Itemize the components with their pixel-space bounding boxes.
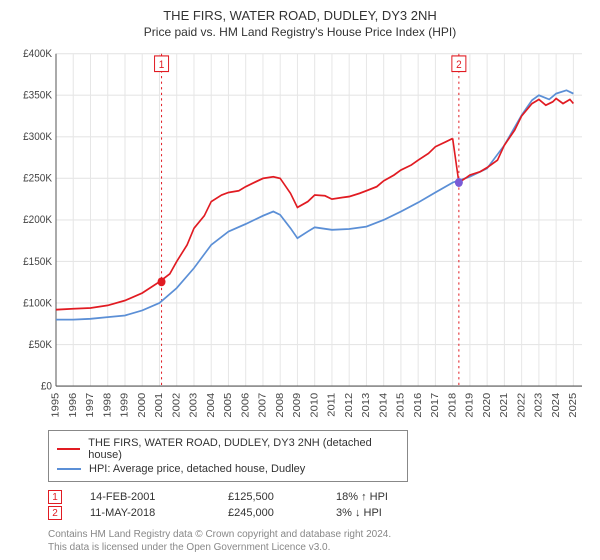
- svg-text:2024: 2024: [550, 393, 561, 418]
- svg-text:1997: 1997: [85, 393, 96, 418]
- svg-text:2008: 2008: [274, 393, 285, 418]
- svg-text:1996: 1996: [67, 393, 78, 418]
- svg-text:1: 1: [159, 59, 165, 72]
- legend-swatch: [57, 448, 80, 450]
- marker-price: £125,500: [228, 491, 308, 503]
- svg-text:2016: 2016: [412, 393, 423, 418]
- marker-badge: 1: [48, 490, 62, 504]
- svg-text:1999: 1999: [119, 393, 130, 418]
- legend-item: HPI: Average price, detached house, Dudl…: [57, 463, 399, 475]
- svg-text:£150K: £150K: [23, 255, 52, 268]
- svg-text:£250K: £250K: [23, 172, 52, 185]
- chart-subtitle: Price paid vs. HM Land Registry's House …: [10, 25, 590, 39]
- marker-row: 1 14-FEB-2001 £125,500 18% ↑ HPI: [48, 490, 590, 504]
- svg-text:2007: 2007: [257, 393, 268, 418]
- chart-svg: £0 £50K £100K £150K £200K £250K £300K £350K £400…: [10, 47, 590, 424]
- svg-text:£300K: £300K: [23, 131, 52, 144]
- svg-text:2011: 2011: [326, 393, 337, 417]
- marker-date: 14-FEB-2001: [90, 491, 200, 503]
- legend-label: THE FIRS, WATER ROAD, DUDLEY, DY3 2NH (d…: [88, 437, 399, 461]
- svg-text:£100K: £100K: [23, 297, 52, 310]
- marker-hpi: 18% ↑ HPI: [336, 491, 426, 503]
- svg-text:2019: 2019: [464, 393, 475, 418]
- svg-text:£350K: £350K: [23, 89, 52, 102]
- svg-text:2: 2: [456, 59, 462, 72]
- svg-text:2020: 2020: [481, 393, 492, 418]
- legend-item: THE FIRS, WATER ROAD, DUDLEY, DY3 2NH (d…: [57, 437, 399, 461]
- footer-line: Contains HM Land Registry data © Crown c…: [48, 528, 590, 541]
- svg-text:2004: 2004: [205, 393, 216, 418]
- svg-text:2001: 2001: [154, 393, 165, 418]
- legend-label: HPI: Average price, detached house, Dudl…: [89, 463, 305, 475]
- svg-text:2000: 2000: [136, 393, 147, 418]
- footer-line: This data is licensed under the Open Gov…: [48, 541, 590, 554]
- footer: Contains HM Land Registry data © Crown c…: [48, 528, 590, 554]
- svg-text:2022: 2022: [516, 393, 527, 418]
- marker-hpi: 3% ↓ HPI: [336, 507, 426, 519]
- svg-text:£200K: £200K: [23, 214, 52, 227]
- svg-text:1995: 1995: [50, 393, 61, 418]
- svg-text:£50K: £50K: [29, 338, 52, 351]
- svg-text:2015: 2015: [395, 393, 406, 418]
- svg-text:£400K: £400K: [23, 48, 52, 61]
- svg-text:2002: 2002: [171, 393, 182, 418]
- svg-text:2021: 2021: [499, 393, 510, 418]
- svg-text:2025: 2025: [568, 393, 579, 418]
- marker-price: £245,000: [228, 507, 308, 519]
- svg-text:2023: 2023: [533, 393, 544, 418]
- marker-row: 2 11-MAY-2018 £245,000 3% ↓ HPI: [48, 506, 590, 520]
- chart-plot-area: £0 £50K £100K £150K £200K £250K £300K £350K £400…: [10, 47, 590, 424]
- svg-text:2003: 2003: [188, 393, 199, 418]
- svg-text:2009: 2009: [292, 393, 303, 418]
- marker-table: 1 14-FEB-2001 £125,500 18% ↑ HPI 2 11-MA…: [48, 488, 590, 522]
- marker-date: 11-MAY-2018: [90, 507, 200, 519]
- svg-text:2014: 2014: [378, 393, 389, 418]
- legend-swatch: [57, 468, 81, 470]
- svg-text:2012: 2012: [343, 393, 354, 418]
- chart-container: THE FIRS, WATER ROAD, DUDLEY, DY3 2NH Pr…: [0, 0, 600, 560]
- svg-text:2006: 2006: [240, 393, 251, 418]
- svg-text:1998: 1998: [102, 393, 113, 418]
- svg-text:£0: £0: [41, 380, 52, 393]
- svg-text:2013: 2013: [361, 393, 372, 418]
- svg-text:2005: 2005: [223, 393, 234, 418]
- svg-text:2017: 2017: [430, 393, 441, 418]
- svg-text:2010: 2010: [309, 393, 320, 418]
- svg-text:2018: 2018: [447, 393, 458, 418]
- marker-badge: 2: [48, 506, 62, 520]
- chart-title: THE FIRS, WATER ROAD, DUDLEY, DY3 2NH: [10, 8, 590, 23]
- legend: THE FIRS, WATER ROAD, DUDLEY, DY3 2NH (d…: [48, 430, 408, 482]
